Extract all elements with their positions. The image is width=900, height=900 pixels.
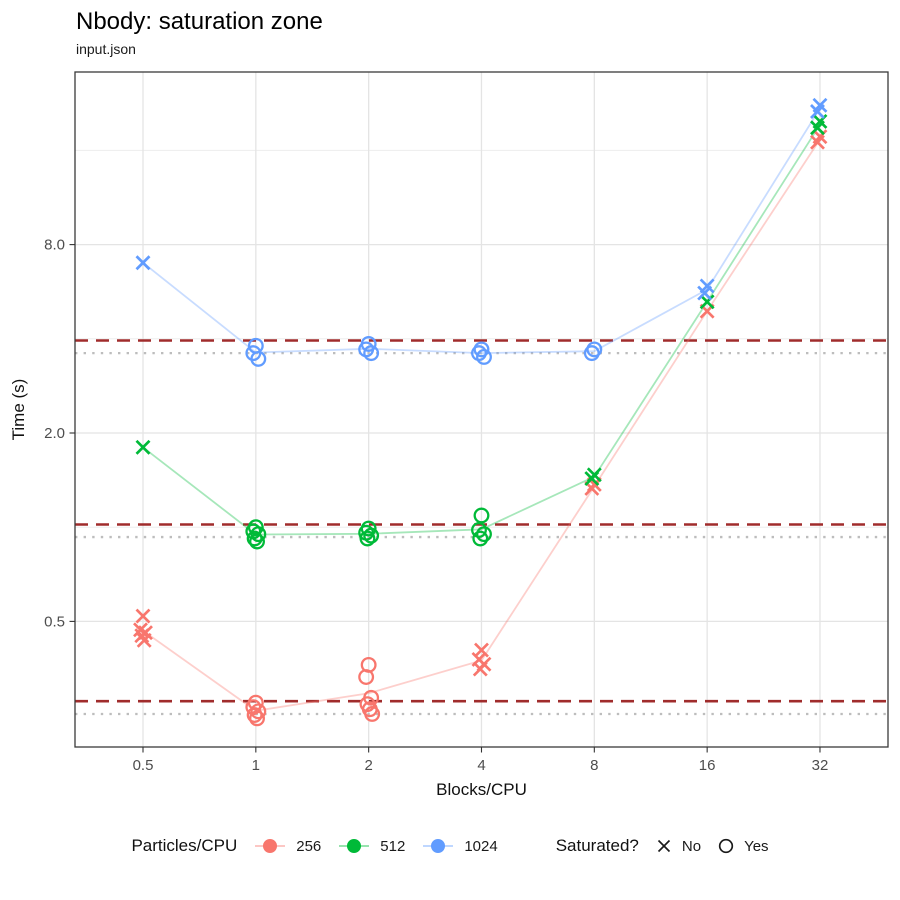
data-marker-circle [246,707,263,724]
y-tick-label: 0.5 [44,613,65,630]
shape-legend-title: Saturated? [555,836,639,855]
legend-item-512: 512 [337,837,405,855]
y-axis-title: Time (s) [9,379,28,441]
data-marker-circle [363,345,380,362]
data-marker-circle [250,703,267,720]
legend-item-256: 256 [253,837,321,855]
x-tick-label: 32 [812,757,829,774]
data-marker-x [810,104,825,119]
data-marker-x [135,439,151,455]
data-marker-circle [476,348,492,365]
circle-marker-icon [718,838,734,854]
legend-item-label: No [681,837,702,855]
color-key-icon [255,839,286,853]
legend-item-label: 512 [380,837,406,855]
chart-title: Nbody: saturation zone [76,8,323,35]
color-key-icon [423,839,454,853]
y-tick-label: 2.0 [44,425,65,442]
data-marker-x [136,632,152,648]
data-marker-circle [473,507,490,524]
data-marker-x [472,661,488,677]
x-axis-title: Blocks/CPU [436,780,527,799]
x-tick-label: 1 [252,757,260,774]
data-marker-x [135,608,151,624]
x-tick-label: 0.5 [133,757,154,774]
data-marker-circle [476,526,492,543]
data-marker-circle [249,710,265,727]
legend-item-label: Yes [744,837,769,855]
data-marker-x [135,255,151,271]
data-marker-circle [364,706,381,722]
data-marker-circle [250,526,267,543]
data-marker-x [699,294,715,310]
x-marker-icon [657,839,670,853]
data-marker-circle [583,345,600,362]
legend-item-label: 256 [296,837,322,855]
x-tick-label: 8 [590,757,598,774]
data-marker-x [584,471,600,487]
data-marker-circle [359,530,376,547]
legend-item-yes: Yes [717,837,769,855]
data-marker-circle [358,669,375,685]
data-marker-x [810,120,825,136]
color-key-icon [339,839,370,853]
x-tick-label: 4 [477,757,485,774]
x-tick-label: 16 [699,757,716,774]
data-marker-circle [363,527,380,544]
data-marker-circle [246,530,263,547]
legend-item-label: 1024 [464,837,498,855]
x-tick-label: 2 [364,757,372,774]
legend-item-no: No [655,837,701,855]
data-marker-x [697,285,713,301]
data-marker-circle [249,533,265,550]
data-marker-x [810,134,825,150]
legend-item-1024: 1024 [421,837,498,855]
chart-subtitle: input.json [76,41,136,57]
data-marker-circle [250,350,267,367]
y-tick-label: 8.0 [44,237,65,254]
data-marker-circle [471,521,487,538]
legend: Particles/CPU 256 512 1024 Saturated? [0,836,900,856]
data-marker-circle [472,530,489,547]
chart-canvas: 0.5 1 2 4 8 16 32 0.5 2.0 8.0 Blocks/CPU Time (s) [9,71,889,799]
color-legend-title: Particles/CPU [131,836,238,855]
